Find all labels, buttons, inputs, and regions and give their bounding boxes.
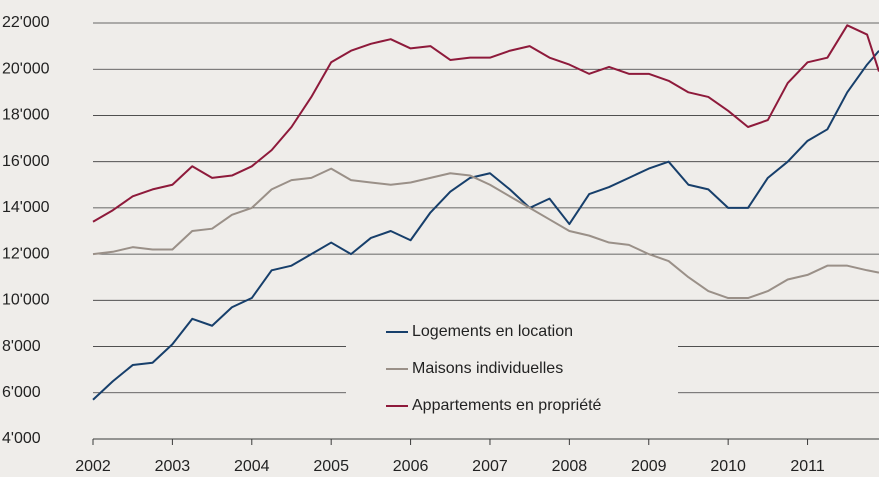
y-tick-label: 4'000 xyxy=(2,430,41,447)
x-tick-label: 2006 xyxy=(393,458,429,475)
y-tick-label: 8'000 xyxy=(2,338,41,355)
y-tick-label: 10'000 xyxy=(2,292,50,309)
x-tick-label: 2005 xyxy=(313,458,349,475)
line-series xyxy=(92,50,879,401)
line-series xyxy=(92,167,879,300)
x-tick-label: 2009 xyxy=(631,458,667,475)
y-tick-label: 18'000 xyxy=(2,107,50,124)
legend-label: Maisons individuelles xyxy=(412,360,563,377)
x-tick-label: 2002 xyxy=(75,458,111,475)
x-tick-label: 2010 xyxy=(710,458,746,475)
y-tick-label: 6'000 xyxy=(2,384,41,401)
x-tick-label: 2004 xyxy=(234,458,270,475)
y-tick-label: 12'000 xyxy=(2,245,50,262)
legend-label: Appartements en propriété xyxy=(412,397,602,414)
y-tick-label: 14'000 xyxy=(2,199,50,216)
line-series xyxy=(92,24,879,223)
legend-label: Logements en location xyxy=(412,323,573,340)
y-tick-label: 20'000 xyxy=(2,60,50,77)
x-tick-label: 2008 xyxy=(552,458,588,475)
y-tick-label: 16'000 xyxy=(2,153,50,170)
legend-box xyxy=(346,312,678,422)
y-tick-label: 22'000 xyxy=(2,14,50,31)
x-tick-label: 2003 xyxy=(155,458,191,475)
x-tick-label: 2011 xyxy=(790,458,825,475)
x-tick-label: 2007 xyxy=(472,458,508,475)
